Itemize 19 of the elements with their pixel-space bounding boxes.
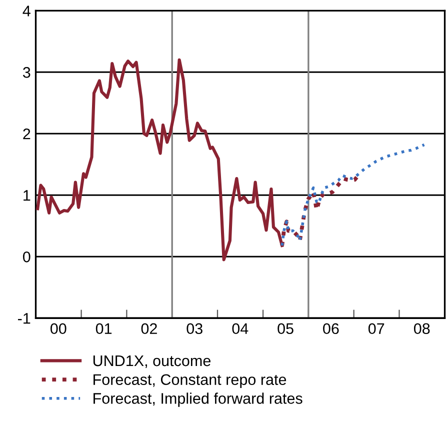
x-tick-label: 07 <box>368 323 384 334</box>
y-tick-label: 4 <box>22 6 30 16</box>
x-tick-label: 03 <box>186 323 202 334</box>
legend-label: Forecast, Constant repo rate <box>94 374 286 388</box>
x-tick-label: 04 <box>232 323 248 334</box>
legend-label: Forecast, Implied forward rates <box>94 392 302 407</box>
y-tick-label: 1 <box>24 190 30 201</box>
y-tick-label: -1 <box>18 313 30 324</box>
y-tick-label: 3 <box>22 67 30 78</box>
y-tick-label: 2 <box>23 128 30 140</box>
y-tick-label: 0 <box>23 251 30 262</box>
legend-label: UND1X, outcome <box>93 356 210 368</box>
x-tick-label: 00 <box>50 323 66 334</box>
x-tick-label: 05 <box>278 323 294 334</box>
x-tick-label: 08 <box>414 323 430 334</box>
x-tick-label: 06 <box>323 323 339 334</box>
x-tick-label: 02 <box>141 323 157 334</box>
line-series <box>280 143 426 247</box>
x-tick-label: 01 <box>96 323 112 334</box>
